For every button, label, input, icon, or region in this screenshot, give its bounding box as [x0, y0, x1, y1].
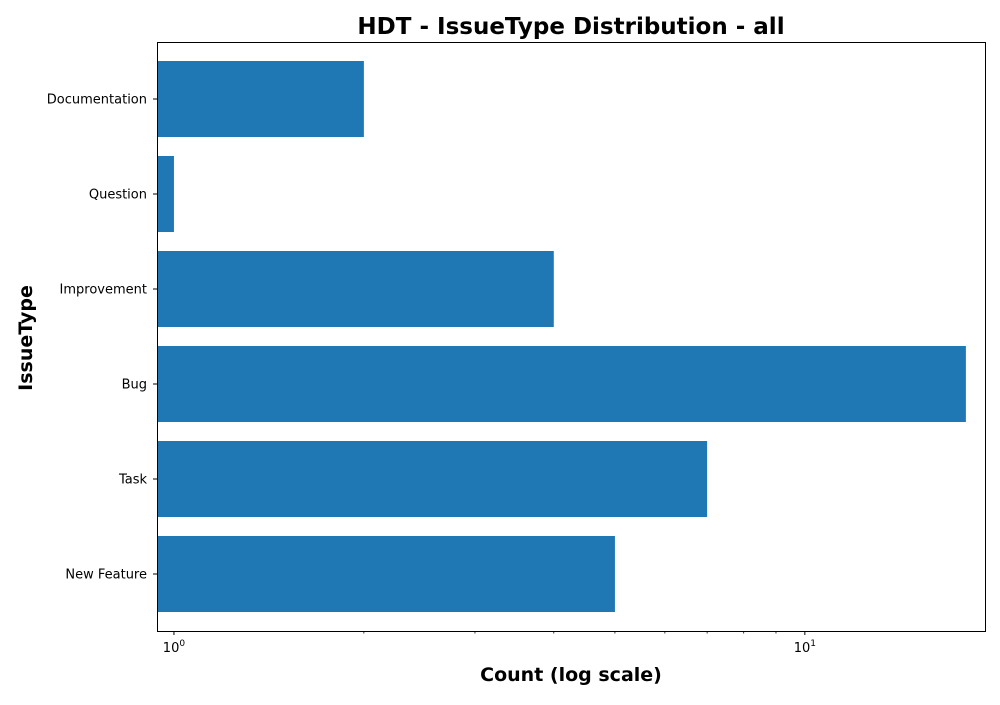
- bars-layer: [157, 61, 966, 612]
- y-tick-label: New Feature: [65, 568, 147, 583]
- chart-title: HDT - IssueType Distribution - all: [357, 14, 784, 40]
- bar-improvement: [157, 251, 554, 327]
- bar-bug: [157, 346, 966, 422]
- y-tick-label: Task: [118, 473, 148, 488]
- y-tick-label: Bug: [122, 378, 147, 393]
- y-axis-title: IssueType: [15, 285, 37, 391]
- y-tick-label: Documentation: [47, 93, 147, 108]
- bar-new-feature: [157, 536, 615, 612]
- bar-documentation: [157, 61, 364, 137]
- y-axis-ticks: New Feature Task Bug Improvement Question Doc…: [47, 93, 157, 583]
- x-axis-title: Count (log scale): [480, 664, 662, 686]
- y-tick-label: Question: [89, 188, 147, 203]
- x-tick-label: 100: [163, 639, 186, 656]
- y-tick-label: Improvement: [60, 283, 147, 298]
- plot-frame: [157, 42, 986, 632]
- x-axis-ticks: 100 101: [163, 631, 816, 656]
- bar-task: [157, 441, 708, 517]
- x-tick-label: 101: [794, 639, 816, 656]
- bar-question: [157, 156, 174, 232]
